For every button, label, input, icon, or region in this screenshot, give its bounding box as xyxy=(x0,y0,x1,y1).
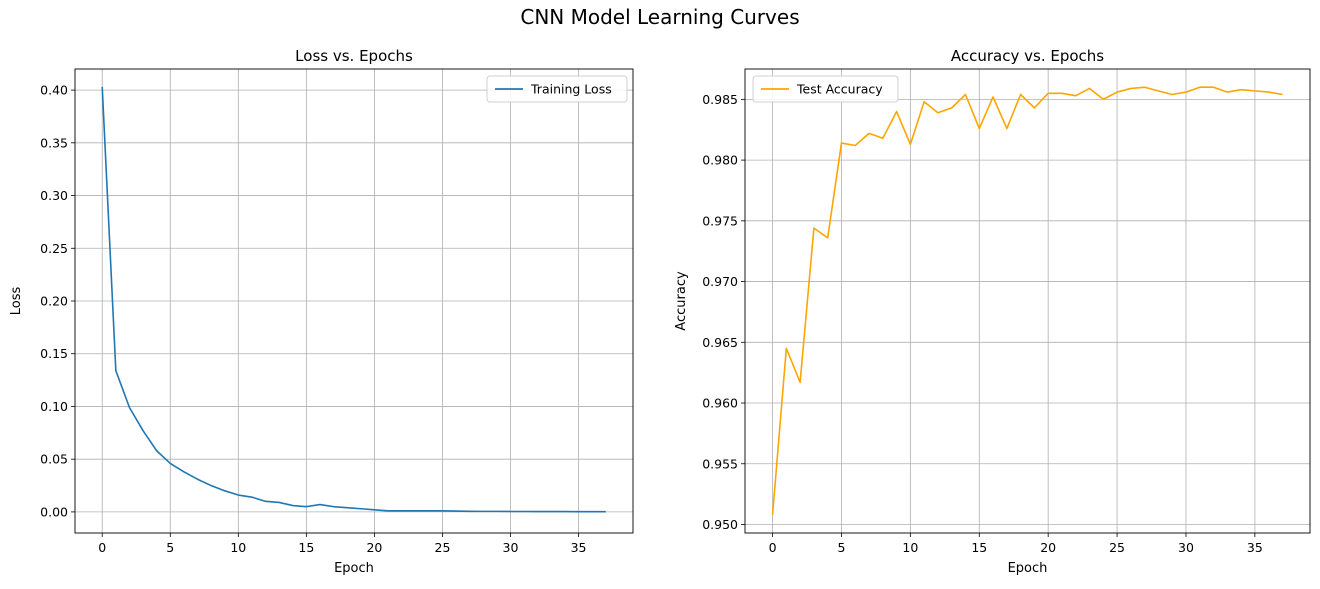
y-axis-label: Loss xyxy=(9,287,24,316)
legend: Training Loss xyxy=(486,75,628,103)
legend-box xyxy=(752,75,899,103)
plot-frame xyxy=(744,68,1311,534)
y-tick-label: 0.985 xyxy=(702,92,738,107)
x-tick-label: 25 xyxy=(435,540,451,555)
legend-label: Test Accuracy xyxy=(796,82,883,97)
figure-title: CNN Model Learning Curves xyxy=(520,5,800,29)
x-axis-label: Epoch xyxy=(334,561,374,576)
y-tick-label: 0.05 xyxy=(40,452,68,467)
y-tick-label: 0.20 xyxy=(40,294,68,309)
y-tick-label: 0.30 xyxy=(40,188,68,203)
y-tick-label: 0.15 xyxy=(40,346,68,361)
x-tick-label: 15 xyxy=(971,540,987,555)
x-tick-label: 25 xyxy=(1109,540,1125,555)
y-tick-label: 0.10 xyxy=(40,399,68,414)
subplot-2: 0 5 10 15 20 25 30 35 0.950 0.955 0.960 0.965 0.970 0… xyxy=(674,47,1311,576)
y-tick-label: 0.950 xyxy=(702,517,738,532)
x-tick-label: 5 xyxy=(166,540,174,555)
x-tick-label: 0 xyxy=(98,540,106,555)
x-tick-label: 0 xyxy=(769,540,777,555)
x-axis-label: Epoch xyxy=(1008,561,1048,576)
series-line-1 xyxy=(771,86,1283,515)
y-tick-label: 0.35 xyxy=(40,135,68,150)
y-tick-label: 0.970 xyxy=(702,274,738,289)
y-axis-label: Accuracy xyxy=(674,271,689,331)
x-tick-label: 5 xyxy=(837,540,845,555)
x-tick-label: 35 xyxy=(1247,540,1263,555)
x-tick-label: 15 xyxy=(298,540,314,555)
legend-box xyxy=(486,75,628,103)
y-tick-label: 0.955 xyxy=(702,456,738,471)
y-tick-label: 0.00 xyxy=(40,504,68,519)
x-tick-label: 10 xyxy=(230,540,246,555)
y-tick-label: 0.980 xyxy=(702,153,738,168)
y-tick-label: 0.960 xyxy=(702,396,738,411)
x-tick-label: 20 xyxy=(366,540,382,555)
x-tick-label: 10 xyxy=(902,540,918,555)
subplot-title: Accuracy vs. Epochs xyxy=(951,47,1104,65)
x-tick-label: 30 xyxy=(1178,540,1194,555)
subplot-title: Loss vs. Epochs xyxy=(295,47,413,65)
y-tick-label: 0.40 xyxy=(40,83,68,98)
series-line-1 xyxy=(101,86,606,513)
x-tick-label: 20 xyxy=(1040,540,1056,555)
subplot-1: 0 5 10 15 20 25 30 35 0.00 0.05 0.10 0.15 0.20 0.25 0.… xyxy=(9,47,634,576)
legend-label: Training Loss xyxy=(530,82,612,97)
legend: Test Accuracy xyxy=(752,75,899,103)
y-tick-label: 0.965 xyxy=(702,335,738,350)
y-tick-label: 0.25 xyxy=(40,241,68,256)
x-tick-label: 35 xyxy=(571,540,587,555)
x-tick-label: 30 xyxy=(503,540,519,555)
y-tick-label: 0.975 xyxy=(702,213,738,228)
